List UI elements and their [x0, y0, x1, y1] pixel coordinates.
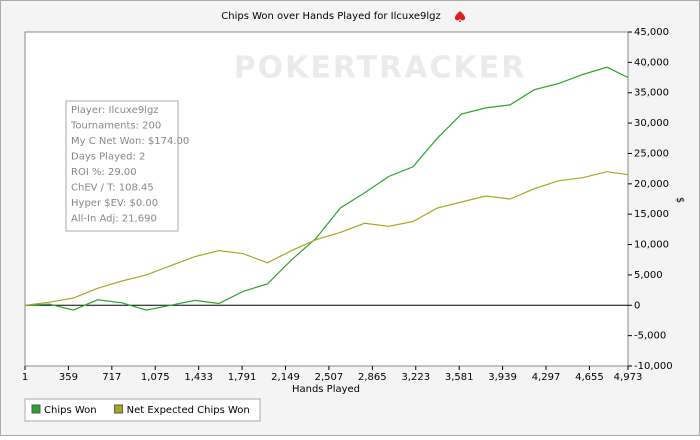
x-tick-label: 3,223 [401, 372, 430, 383]
x-tick-label: 1 [22, 372, 28, 383]
legend-swatch [31, 404, 41, 414]
legend [24, 398, 261, 422]
y-tick-label: 10,000 [634, 240, 669, 251]
y-tick-label: 25,000 [634, 148, 669, 159]
y-tick-label: 45,000 [634, 27, 669, 38]
y-tick-label: 20,000 [634, 179, 669, 190]
y-tick-label: 5,000 [634, 270, 663, 281]
x-tick-label: 3,581 [445, 372, 474, 383]
x-tick-label: 2,865 [358, 372, 387, 383]
chart-title: Chips Won over Hands Played for Ilcuxe9l… [221, 11, 441, 22]
y-tick-label: -5,000 [634, 331, 666, 342]
y-axis-label: $ [674, 197, 685, 203]
x-tick-label: 359 [59, 372, 78, 383]
spade-icon [454, 11, 466, 22]
info-group: Player: Ilcuxe9lgz Tournaments: 200 My C N… [70, 105, 189, 225]
legend-label: Chips Won [44, 405, 97, 416]
data-line [24, 66, 629, 311]
y-tick-label: 40,000 [634, 57, 669, 68]
info-line: Hyper $EV: $0.00 [71, 198, 158, 209]
info-box [65, 100, 179, 232]
y-tick-label: 35,000 [634, 88, 669, 99]
legend-swatch [114, 404, 124, 414]
x-tick-label: 4,655 [575, 372, 604, 383]
info-line: ROI %: 29.00 [71, 167, 137, 178]
info-line: Player: Ilcuxe9lgz [71, 105, 159, 116]
x-tick-label: 1,791 [228, 372, 257, 383]
info-line: Tournaments: 200 [70, 121, 161, 132]
x-tick-label: 3,939 [488, 372, 517, 383]
x-tick-label: 4,973 [614, 372, 643, 383]
x-tick-label: 2,149 [271, 372, 300, 383]
watermark: POKERTRACKER [234, 51, 527, 86]
legend-group: Chips Won Net Expected Chips Won [31, 404, 250, 416]
info-line: ChEV / T: 108.45 [71, 183, 154, 194]
info-line: My C Net Won: $174.00 [71, 136, 189, 147]
x-tick-label: 717 [102, 372, 121, 383]
info-line: Days Played: 2 [71, 152, 145, 163]
y-tick-label: 15,000 [634, 209, 669, 220]
x-tick-label: 1,433 [184, 372, 213, 383]
data-line [24, 171, 629, 306]
y-tick-label: 30,000 [634, 118, 669, 129]
info-line: All-In Adj: 21,690 [71, 214, 157, 225]
y-tick-label: -10,000 [634, 361, 673, 372]
x-tick-label: 4,297 [532, 372, 561, 383]
x-tick-label: 2,507 [315, 372, 344, 383]
x-axis-label: Hands Played [292, 384, 360, 395]
y-tick-label: 0 [634, 300, 640, 311]
x-tick-label: 1,075 [141, 372, 170, 383]
legend-label: Net Expected Chips Won [127, 405, 250, 416]
